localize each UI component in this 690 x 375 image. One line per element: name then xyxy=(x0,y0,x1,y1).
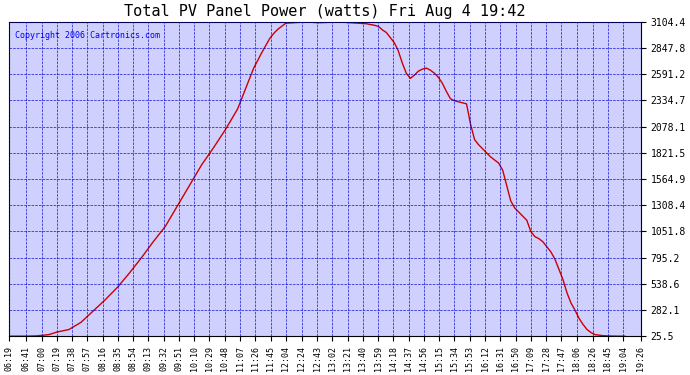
Title: Total PV Panel Power (watts) Fri Aug 4 19:42: Total PV Panel Power (watts) Fri Aug 4 1… xyxy=(124,4,526,19)
Text: Copyright 2006 Cartronics.com: Copyright 2006 Cartronics.com xyxy=(15,31,160,40)
